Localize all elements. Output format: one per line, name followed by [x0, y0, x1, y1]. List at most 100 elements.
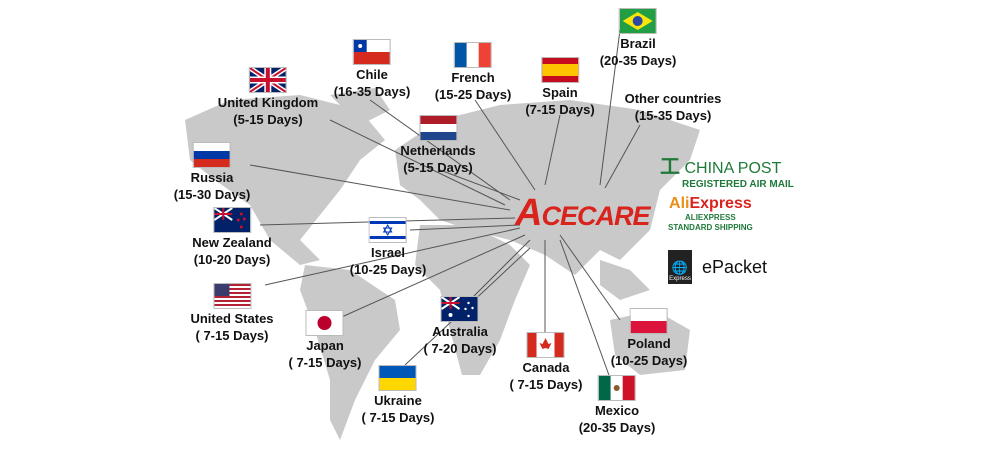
destination-other: Other countries (15-35 Days) [625, 90, 722, 124]
country-name: Chile [356, 67, 388, 82]
country-name: Brazil [620, 36, 656, 51]
destination-canada: Canada ( 7-15 Days) [509, 333, 583, 393]
delivery-days: (15-35 Days) [634, 108, 712, 123]
delivery-days: (10-25 Days) [610, 353, 688, 368]
epacket-badge: Express [669, 276, 691, 282]
country-name: Ukraine [374, 393, 422, 408]
connector-line-japan [334, 234, 526, 321]
australia-flag-icon [441, 297, 478, 321]
country-name: Mexico [594, 403, 640, 418]
delivery-days: (16-35 Days) [333, 84, 411, 99]
spain-flag-icon [542, 58, 578, 82]
destination-brazil: Brazil (20-35 Days) [599, 9, 677, 69]
canada-flag-icon [527, 333, 564, 357]
country-name: Japan [306, 338, 344, 353]
southeast-asia-shape [600, 260, 650, 300]
country-name: Israel [371, 245, 405, 260]
aliexpress-sub2: STANDARD SHIPPING [668, 223, 753, 232]
china-post-sub: REGISTERED AIR MAIL [682, 179, 794, 190]
country-name: Russia [190, 170, 234, 185]
chile-flag-icon [353, 40, 390, 64]
connector-line-other [604, 124, 641, 189]
netherlands-flag-icon [419, 116, 456, 140]
south-america-shape [300, 265, 400, 440]
delivery-days: (10-20 Days) [193, 252, 271, 267]
delivery-days: ( 7-15 Days) [288, 355, 362, 370]
newzealand-flag-icon [214, 208, 250, 232]
china-post-icon: ⼯ [660, 156, 680, 178]
destination-ukraine: Ukraine ( 7-15 Days) [361, 366, 435, 426]
epacket-logo: 🌐 Express ePacket [668, 250, 767, 284]
destination-spain: Spain (7-15 Days) [525, 58, 595, 118]
delivery-days: (15-25 Days) [434, 87, 512, 102]
delivery-days: (5-15 Days) [403, 160, 473, 175]
uk-flag-icon [249, 68, 286, 92]
mexico-flag-icon [598, 376, 635, 400]
aliexpress-name-a: Ali [669, 195, 690, 212]
delivery-days: (10-25 Days) [349, 262, 427, 277]
delivery-days: (5-15 Days) [233, 112, 303, 127]
country-name: New Zealand [192, 235, 272, 250]
connector-line-uk [329, 119, 506, 206]
delivery-days: ( 7-15 Days) [361, 410, 435, 425]
country-name: United States [190, 311, 274, 326]
destination-us: United States ( 7-15 Days) [190, 284, 274, 344]
destination-poland: Poland (10-25 Days) [610, 309, 688, 369]
australia-shape [610, 310, 690, 375]
delivery-days: ( 7-15 Days) [195, 328, 269, 343]
connector-line-poland [559, 234, 621, 321]
country-name: Spain [542, 85, 578, 100]
japan-flag-icon [306, 311, 343, 335]
country-name: Poland [627, 336, 671, 351]
delivery-days: ( 7-20 Days) [423, 341, 497, 356]
country-name: Australia [432, 324, 488, 339]
north-america-shape [185, 95, 385, 265]
poland-flag-icon [630, 309, 667, 333]
acecare-logo: ACECARE [515, 192, 650, 234]
epacket-globe-icon: 🌐 Express [668, 250, 692, 284]
france-flag-icon [454, 43, 491, 67]
country-name: United Kingdom [217, 95, 319, 110]
delivery-days: ( 7-15 Days) [509, 377, 583, 392]
destination-nz: New Zealand (10-20 Days) [192, 208, 272, 268]
connector-line-spain [544, 114, 561, 186]
china-post-name: CHINA POST [684, 160, 782, 177]
delivery-days: (7-15 Days) [525, 102, 595, 117]
china-post-logo: ⼯ CHINA POST REGISTERED AIR MAIL [660, 150, 794, 190]
destination-netherlands: Netherlands (5-15 Days) [400, 116, 476, 176]
israel-flag-icon [369, 218, 406, 242]
connector-line-russia [249, 164, 511, 211]
destination-australia: Australia ( 7-20 Days) [423, 297, 497, 357]
country-name: Other countries [624, 91, 722, 106]
aliexpress-name-b: Express [689, 195, 752, 212]
destination-japan: Japan ( 7-15 Days) [288, 311, 362, 371]
brazil-flag-icon [619, 9, 656, 33]
destination-russia: Russia (15-30 Days) [173, 143, 251, 203]
delivery-days: (20-35 Days) [599, 53, 677, 68]
connector-line-mexico [559, 239, 611, 379]
destination-uk: United Kingdom (5-15 Days) [218, 68, 318, 128]
delivery-days: (15-30 Days) [173, 187, 251, 202]
connector-line-chile [369, 99, 511, 201]
country-name: Canada [522, 360, 570, 375]
connector-line-netherlands [439, 169, 521, 201]
connector-line-israel [409, 224, 521, 231]
russia-flag-icon [193, 143, 230, 167]
connector-line-brazil [599, 29, 621, 186]
destination-french: French (15-25 Days) [434, 43, 512, 103]
usa-flag-icon [213, 284, 250, 308]
country-name: Netherlands [400, 143, 476, 158]
connector-line-french [474, 99, 536, 191]
delivery-days: (20-35 Days) [578, 420, 656, 435]
country-name: French [451, 70, 495, 85]
destination-israel: Israel (10-25 Days) [349, 218, 427, 278]
connector-line-us [264, 227, 521, 286]
ukraine-flag-icon [379, 366, 416, 390]
europe-asia-shape [395, 100, 700, 275]
epacket-name: ePacket [702, 256, 768, 277]
greenland-shape [330, 88, 390, 125]
aliexpress-sub1: ALIEXPRESS [685, 213, 736, 222]
destination-mexico: Mexico (20-35 Days) [578, 376, 656, 436]
